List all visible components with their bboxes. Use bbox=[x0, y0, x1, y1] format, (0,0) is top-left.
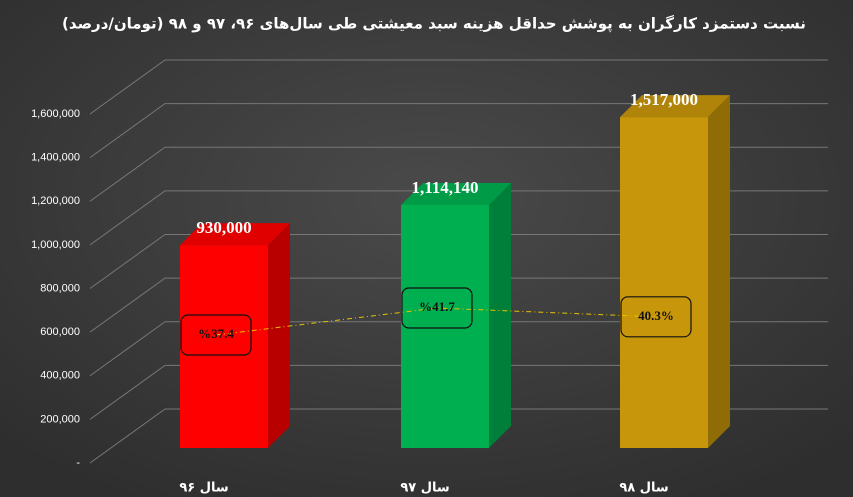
y-tick-label: 800,000 bbox=[40, 282, 80, 294]
grid-line bbox=[89, 277, 828, 333]
grid-line bbox=[89, 408, 828, 464]
value-label: 1,517,000 bbox=[630, 90, 698, 109]
y-tick-label: 1,400,000 bbox=[31, 152, 80, 164]
y-tick-label: 200,000 bbox=[40, 413, 80, 425]
point-label-box bbox=[180, 314, 252, 356]
grid-line bbox=[89, 321, 828, 377]
x-tick-label: سال ۹۸ bbox=[619, 481, 668, 496]
point-label-box bbox=[401, 287, 473, 329]
y-tick-label: 1,200,000 bbox=[31, 195, 80, 207]
grid-line bbox=[89, 146, 828, 202]
value-label: 930,000 bbox=[196, 218, 251, 237]
grid-line bbox=[89, 234, 828, 289]
point-label: %37.4 bbox=[198, 326, 234, 341]
bar-side bbox=[708, 95, 730, 449]
point-label: %41.7 bbox=[419, 299, 455, 314]
grid-line bbox=[89, 364, 828, 420]
grid-line bbox=[89, 103, 828, 159]
x-tick-label: سال ۹۷ bbox=[400, 481, 449, 496]
point-label: 40.3% bbox=[638, 308, 674, 323]
bar-top bbox=[620, 95, 730, 118]
y-tick-label: - bbox=[76, 457, 80, 469]
bar-top bbox=[401, 182, 511, 205]
y-tick-label: 1,600,000 bbox=[31, 108, 80, 120]
bar-side bbox=[489, 182, 511, 448]
x-tick-label: سال ۹۶ bbox=[179, 481, 228, 496]
bar-top bbox=[180, 223, 290, 246]
bar bbox=[620, 117, 708, 449]
chart-title: نسبت دستمزد کارگران به پوشش حداقل هزینه … bbox=[62, 15, 806, 34]
point-label-box bbox=[620, 296, 692, 338]
bar-side bbox=[268, 223, 290, 448]
grid-line bbox=[89, 190, 828, 246]
grid-line bbox=[89, 59, 828, 115]
y-tick-label: 400,000 bbox=[40, 370, 80, 382]
bar bbox=[401, 204, 489, 448]
y-tick-label: 600,000 bbox=[40, 326, 80, 338]
value-label: 1,114,140 bbox=[411, 178, 478, 197]
bar bbox=[180, 245, 268, 448]
y-tick-label: 1,000,000 bbox=[31, 239, 80, 251]
line bbox=[215, 307, 657, 336]
